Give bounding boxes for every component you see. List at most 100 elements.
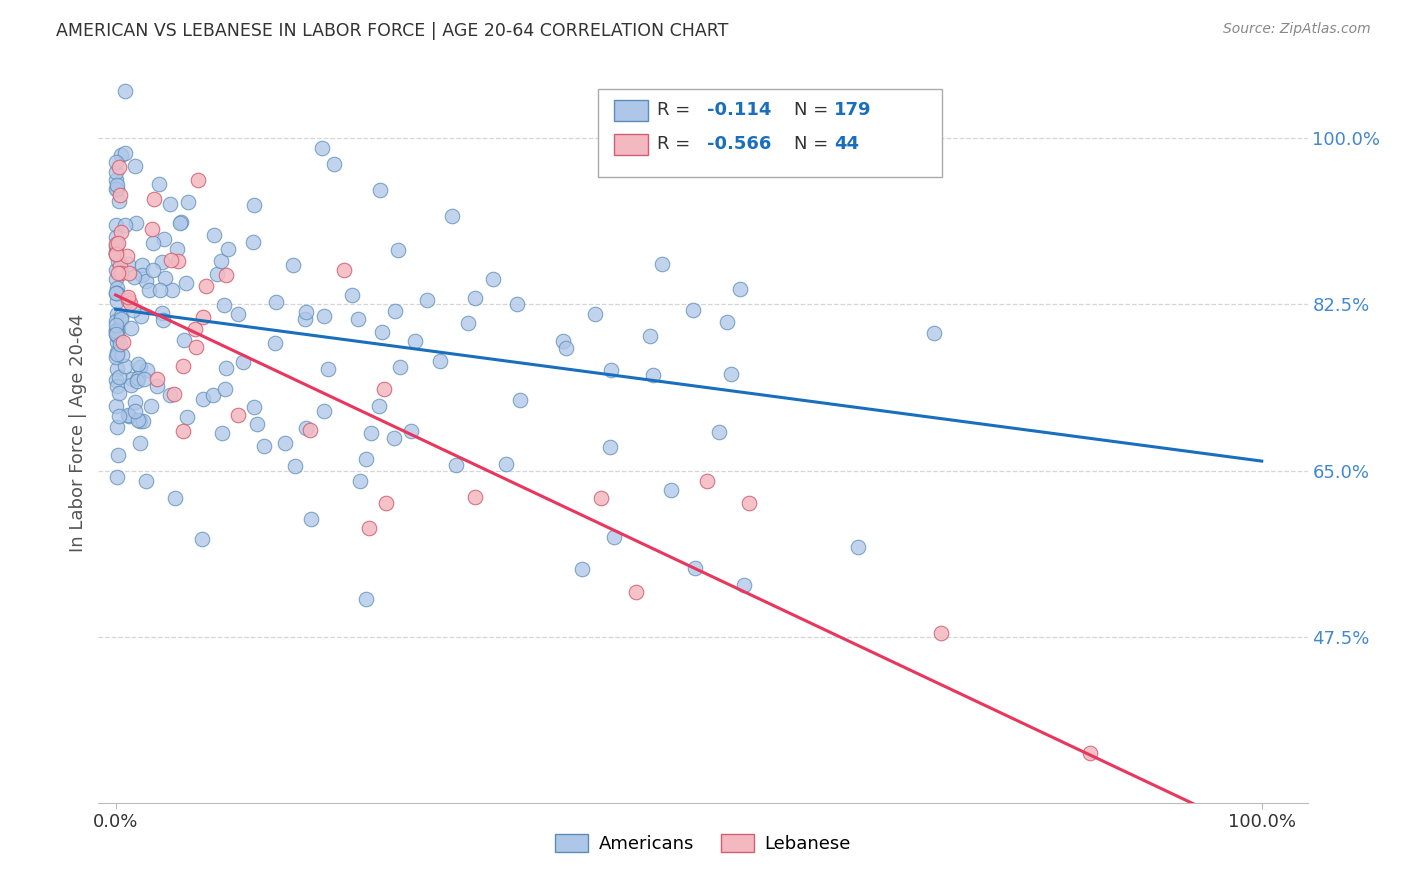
Point <box>191 392 214 406</box>
Point <box>599 440 621 454</box>
Point <box>232 354 254 368</box>
Point <box>153 232 176 246</box>
Text: N =: N = <box>794 101 828 119</box>
Point <box>124 159 146 173</box>
Point <box>131 309 153 323</box>
Point <box>104 218 127 232</box>
Point <box>114 359 136 373</box>
Point <box>207 267 229 281</box>
Point <box>242 235 264 250</box>
Point <box>357 521 380 535</box>
Point <box>105 326 128 341</box>
Point <box>105 280 128 294</box>
Point <box>121 303 143 318</box>
Point <box>122 269 145 284</box>
Point <box>104 285 127 300</box>
Y-axis label: In Labor Force | Age 20-64: In Labor Force | Age 20-64 <box>69 313 87 552</box>
Point <box>214 382 236 396</box>
Point <box>184 322 207 336</box>
Point <box>375 496 398 510</box>
Point <box>464 491 486 505</box>
Point <box>311 141 333 155</box>
Point <box>929 625 952 640</box>
Point <box>1216 843 1239 857</box>
Point <box>111 348 134 362</box>
Point <box>457 317 479 331</box>
Point <box>274 435 297 450</box>
Point <box>583 307 606 321</box>
Point <box>191 310 214 324</box>
Point <box>105 347 128 361</box>
Point <box>105 307 128 321</box>
Point <box>444 458 467 473</box>
Point <box>384 304 406 318</box>
Point <box>105 469 128 483</box>
Point <box>202 388 225 402</box>
Point <box>108 160 131 174</box>
Point <box>105 399 128 413</box>
Point <box>600 362 623 376</box>
Point <box>214 268 236 283</box>
Point <box>283 258 305 272</box>
Point <box>177 195 200 210</box>
Point <box>172 359 194 373</box>
Point <box>114 84 136 98</box>
Text: -0.566: -0.566 <box>707 135 772 153</box>
Point <box>1078 746 1101 760</box>
Point <box>603 531 626 545</box>
Point <box>134 371 156 385</box>
Text: 179: 179 <box>834 101 872 119</box>
Point <box>551 334 574 348</box>
Point <box>399 425 422 439</box>
Point <box>128 414 150 428</box>
Point <box>108 409 131 423</box>
Point <box>110 312 132 326</box>
Point <box>683 561 706 575</box>
Point <box>105 230 128 244</box>
Point <box>104 318 127 332</box>
Point <box>141 399 163 413</box>
Point <box>354 592 377 607</box>
Point <box>107 254 129 268</box>
Point <box>105 285 128 300</box>
Point <box>347 311 370 326</box>
Point <box>174 276 197 290</box>
Point <box>641 368 664 382</box>
Point <box>105 345 128 359</box>
Point <box>169 215 191 229</box>
Point <box>924 326 946 340</box>
Point <box>184 340 207 354</box>
Point <box>107 329 129 343</box>
Point <box>131 259 153 273</box>
Point <box>104 182 127 196</box>
Point <box>104 245 127 260</box>
Point <box>107 266 129 280</box>
Point <box>159 388 181 402</box>
Point <box>105 182 128 196</box>
Point <box>707 425 730 439</box>
Point <box>104 263 127 277</box>
Point <box>124 404 146 418</box>
Point <box>105 173 128 187</box>
Point <box>360 425 382 440</box>
Point <box>120 321 142 335</box>
Point <box>506 297 529 311</box>
Point <box>118 266 141 280</box>
Point <box>846 540 869 554</box>
Point <box>159 196 181 211</box>
Point <box>127 413 149 427</box>
Point <box>194 278 217 293</box>
Point <box>104 323 127 337</box>
Point <box>160 253 183 268</box>
Point <box>127 371 149 385</box>
Point <box>166 242 188 256</box>
Point <box>322 157 344 171</box>
Point <box>415 293 437 308</box>
Point <box>131 268 153 283</box>
Point <box>143 192 166 206</box>
Point <box>104 326 127 341</box>
Point <box>367 399 389 413</box>
Point <box>388 359 411 374</box>
Point <box>107 386 129 401</box>
Point <box>110 266 132 280</box>
